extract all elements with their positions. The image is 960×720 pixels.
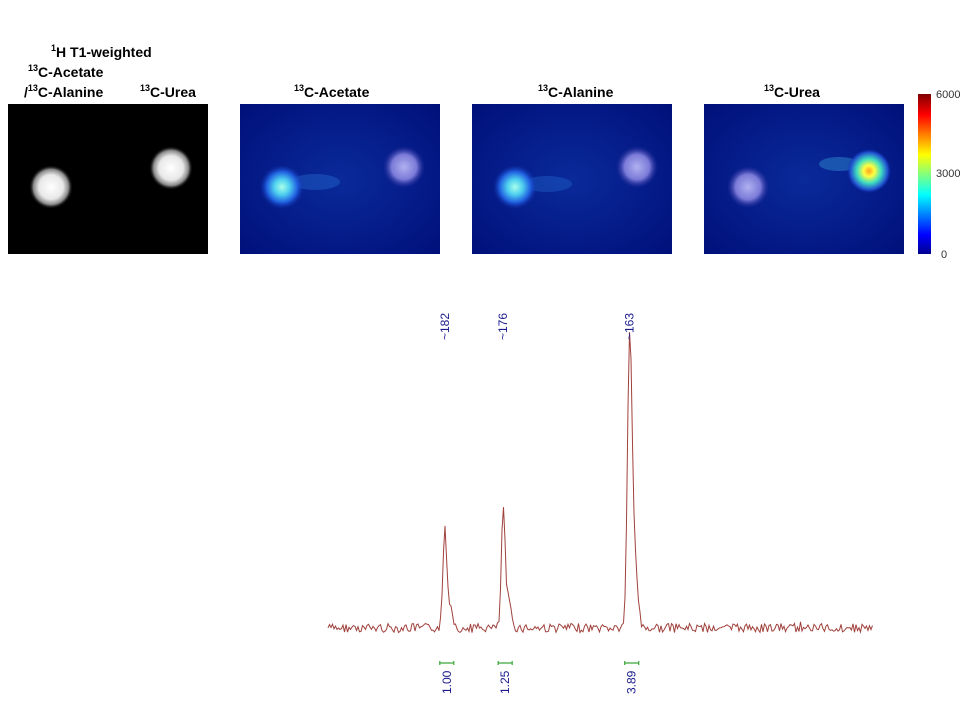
urea-image	[704, 104, 904, 254]
proton-title-text: H T1-weighted	[56, 44, 152, 60]
panel-acetate-text: C-Acetate	[304, 84, 370, 100]
colorbar	[918, 94, 931, 254]
integral-bracket-0	[439, 661, 455, 665]
panel-urea-title: 13C-Urea	[764, 83, 820, 100]
urea-left-label: 13C-Urea	[140, 83, 196, 100]
alanine-hot-spot	[493, 165, 537, 209]
acetate-label: 13C-Acetate	[28, 63, 104, 80]
acetate-hot-spot	[260, 165, 304, 209]
peak-label-0: ~182	[438, 313, 452, 340]
colorbar-mid: 3000	[936, 168, 960, 180]
acetate-dim-spot	[383, 146, 425, 188]
proton-title-sup: 1	[51, 43, 57, 53]
panel-alanine-title: 13C-Alanine	[538, 83, 614, 100]
alanine-image	[472, 104, 672, 254]
urea-left-sup: 13	[140, 83, 151, 93]
urea-hot-spot	[847, 149, 891, 193]
spectrum-trace	[327, 332, 873, 635]
integral-value-1: 1.25	[498, 670, 512, 694]
alanine-label-sup: 13	[27, 83, 38, 93]
panel-urea-text: C-Urea	[774, 84, 820, 100]
panel-urea-sup: 13	[764, 83, 775, 93]
alanine-label: /13C-Alanine	[24, 83, 104, 100]
integral-value-0: 1.00	[440, 670, 454, 694]
integral-bracket-2	[624, 661, 640, 665]
acetate-label-sup: 13	[28, 63, 39, 73]
peak-label-1: ~176	[496, 313, 510, 340]
panel-alanine-text: C-Alanine	[548, 84, 614, 100]
urea-dim-spot	[727, 166, 769, 208]
alanine-label-prefix: /	[24, 84, 28, 100]
integral-value-2: 3.89	[625, 670, 639, 694]
panel-alanine-sup: 13	[538, 83, 549, 93]
alanine-dim-spot	[616, 146, 658, 188]
urea-left-text: C-Urea	[150, 84, 196, 100]
panel-acetate-sup: 13	[294, 83, 305, 93]
proton-image	[8, 104, 208, 254]
peak-label-2: ~163	[623, 313, 637, 340]
colorbar-min: 0	[941, 249, 948, 261]
phantom-left	[29, 165, 73, 209]
acetate-image	[240, 104, 440, 254]
panel-acetate-title: 13C-Acetate	[294, 83, 370, 100]
integral-bracket-1	[497, 661, 513, 665]
phantom-right	[149, 146, 193, 190]
acetate-label-text: C-Acetate	[38, 64, 104, 80]
alanine-label-text: C-Alanine	[37, 84, 104, 100]
colorbar-max: 6000	[936, 89, 960, 101]
proton-title: 1H T1-weighted	[51, 43, 152, 60]
